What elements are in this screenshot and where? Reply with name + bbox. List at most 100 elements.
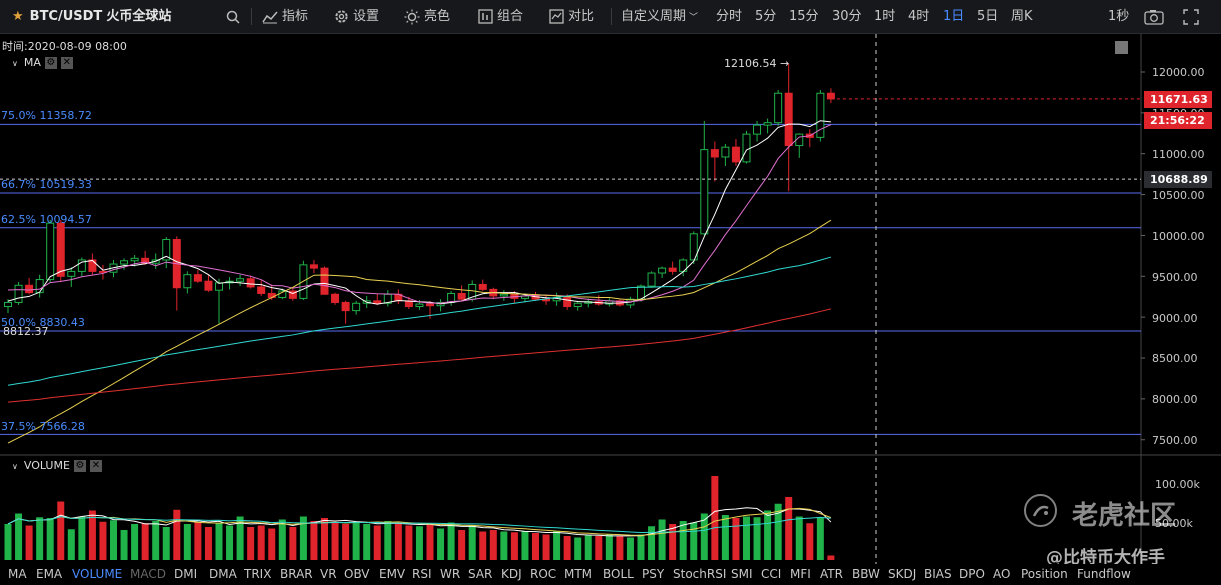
period-tab[interactable]: 5日 [977, 0, 998, 33]
volume-bar [141, 523, 149, 560]
indicator-tab-volume[interactable]: VOLUME [72, 567, 123, 581]
candle-body [647, 272, 656, 287]
volume-bar [278, 519, 286, 560]
period-label: 1时 [874, 9, 896, 24]
indicator-tab-skdj[interactable]: SKDJ [888, 567, 917, 581]
indicator-tab-bias[interactable]: BIAS [924, 567, 952, 581]
volume-bar [764, 510, 772, 560]
screenshot-button[interactable] [1144, 0, 1168, 33]
price-tick: 10000.00 [1152, 230, 1205, 243]
collapse-icon[interactable]: ∨ [12, 462, 18, 471]
indicator-tab-brar[interactable]: BRAR [280, 567, 313, 581]
indicator-tab-emv[interactable]: EMV [379, 567, 406, 581]
indicator-tab-stochrsi[interactable]: StochRSI [673, 567, 727, 581]
sun-icon [404, 9, 420, 24]
volume-bar [373, 525, 381, 560]
search-button[interactable] [226, 0, 244, 33]
volume-bar [637, 534, 645, 560]
period-label: 15分 [789, 9, 819, 24]
volume-bar [458, 530, 466, 560]
period-tab[interactable]: 4时 [908, 0, 929, 33]
symbol-selector[interactable]: ★ BTC/USDT 火币全球站 [12, 0, 171, 33]
indicator-tab-bbw[interactable]: BBW [852, 567, 880, 581]
candle-body [25, 284, 34, 294]
period-tab-active[interactable]: 1日 [943, 0, 964, 33]
volume-bar [110, 520, 117, 560]
indicator-tab-atr[interactable]: ATR [820, 567, 843, 581]
indicator-tab-ema[interactable]: EMA [36, 567, 63, 581]
volume-bar [183, 524, 191, 560]
combine-button[interactable]: 组合 [478, 0, 523, 33]
exchange-name: 火币全球站 [106, 9, 172, 24]
candle-body [88, 259, 97, 272]
close-icon[interactable]: ✕ [89, 460, 102, 472]
indicator-tab-psy[interactable]: PSY [642, 567, 665, 581]
period-tab[interactable]: 分时 [716, 0, 742, 33]
indicator-tab-macd[interactable]: MACD [130, 567, 166, 581]
close-icon[interactable]: ✕ [60, 57, 73, 69]
indicator-tab-wr[interactable]: WR [440, 567, 461, 581]
indicator-tab-dma[interactable]: DMA [209, 567, 237, 581]
gear-icon[interactable]: ⚙ [73, 460, 86, 472]
collapse-icon[interactable]: ∨ [12, 59, 18, 68]
period-label: 4时 [908, 9, 930, 24]
indicator-tab-mtm[interactable]: MTM [564, 567, 593, 581]
candlestick-chart[interactable] [0, 34, 1221, 564]
indicator-tab-sar[interactable]: SAR [468, 567, 493, 581]
indicator-tab-position[interactable]: Position [1021, 567, 1068, 581]
candle-body [56, 222, 65, 277]
volume-bar [384, 521, 392, 560]
indicator-tab-obv[interactable]: OBV [344, 567, 370, 581]
volume-bar [679, 521, 687, 560]
settings-button[interactable]: 设置 [334, 0, 379, 33]
indicator-tab-ma[interactable]: MA [8, 567, 27, 581]
indicator-tab-dmi[interactable]: DMI [174, 567, 198, 581]
candle-body [499, 293, 508, 297]
indicator-tab-ao[interactable]: AO [993, 567, 1011, 581]
period-tab[interactable]: 1时 [874, 0, 895, 33]
refresh-interval[interactable]: 1秒 [1108, 0, 1129, 33]
custom-period-dropdown[interactable]: 自定义周期 ﹀ [621, 0, 698, 33]
gear-icon [335, 10, 348, 23]
indicator-tab-smi[interactable]: SMI [731, 567, 753, 581]
candle-body [352, 302, 361, 312]
volume-bar [447, 522, 455, 560]
compare-button[interactable]: 对比 [549, 0, 594, 33]
indicator-tab-roc[interactable]: ROC [530, 567, 557, 581]
expand-chart-button[interactable] [1115, 41, 1128, 54]
indicators-button[interactable]: 指标 [262, 0, 308, 33]
volume-bar [542, 534, 550, 560]
theme-button[interactable]: 亮色 [404, 0, 450, 33]
candle-body [46, 222, 55, 281]
favorite-star-icon[interactable]: ★ [12, 9, 24, 24]
fullscreen-button[interactable] [1183, 0, 1203, 33]
volume-bar [289, 527, 297, 560]
candle-body [341, 301, 350, 312]
candle-body [35, 279, 44, 294]
indicator-tab-trix[interactable]: TRIX [244, 567, 272, 581]
divider [611, 8, 612, 25]
candle-body [826, 92, 835, 100]
period-tab[interactable]: 15分 [789, 0, 819, 33]
period-tab[interactable]: 周K [1011, 0, 1033, 33]
volume-tick: 100.00k [1155, 478, 1200, 491]
ma-indicator-name: MA [23, 56, 41, 69]
indicator-tab-cci[interactable]: CCI [761, 567, 782, 581]
candle-body [415, 303, 424, 308]
volume-ma-line [7, 516, 831, 533]
indicator-tab-dpo[interactable]: DPO [959, 567, 985, 581]
period-tab[interactable]: 30分 [832, 0, 862, 33]
chevron-down-icon: ﹀ [689, 13, 699, 23]
volume-bar [584, 535, 592, 560]
indicator-tab-mfi[interactable]: MFI [790, 567, 811, 581]
gear-icon[interactable]: ⚙ [44, 57, 57, 69]
volume-bar [204, 527, 212, 560]
indicator-tab-rsi[interactable]: RSI [412, 567, 432, 581]
indicator-tab-fundflow[interactable]: Fundflow [1077, 567, 1131, 581]
period-tab[interactable]: 5分 [755, 0, 776, 33]
indicator-tab-kdj[interactable]: KDJ [501, 567, 522, 581]
indicator-tab-boll[interactable]: BOLL [603, 567, 634, 581]
indicator-tab-vr[interactable]: VR [320, 567, 337, 581]
volume-bar [743, 516, 750, 560]
volume-bar [616, 536, 624, 560]
